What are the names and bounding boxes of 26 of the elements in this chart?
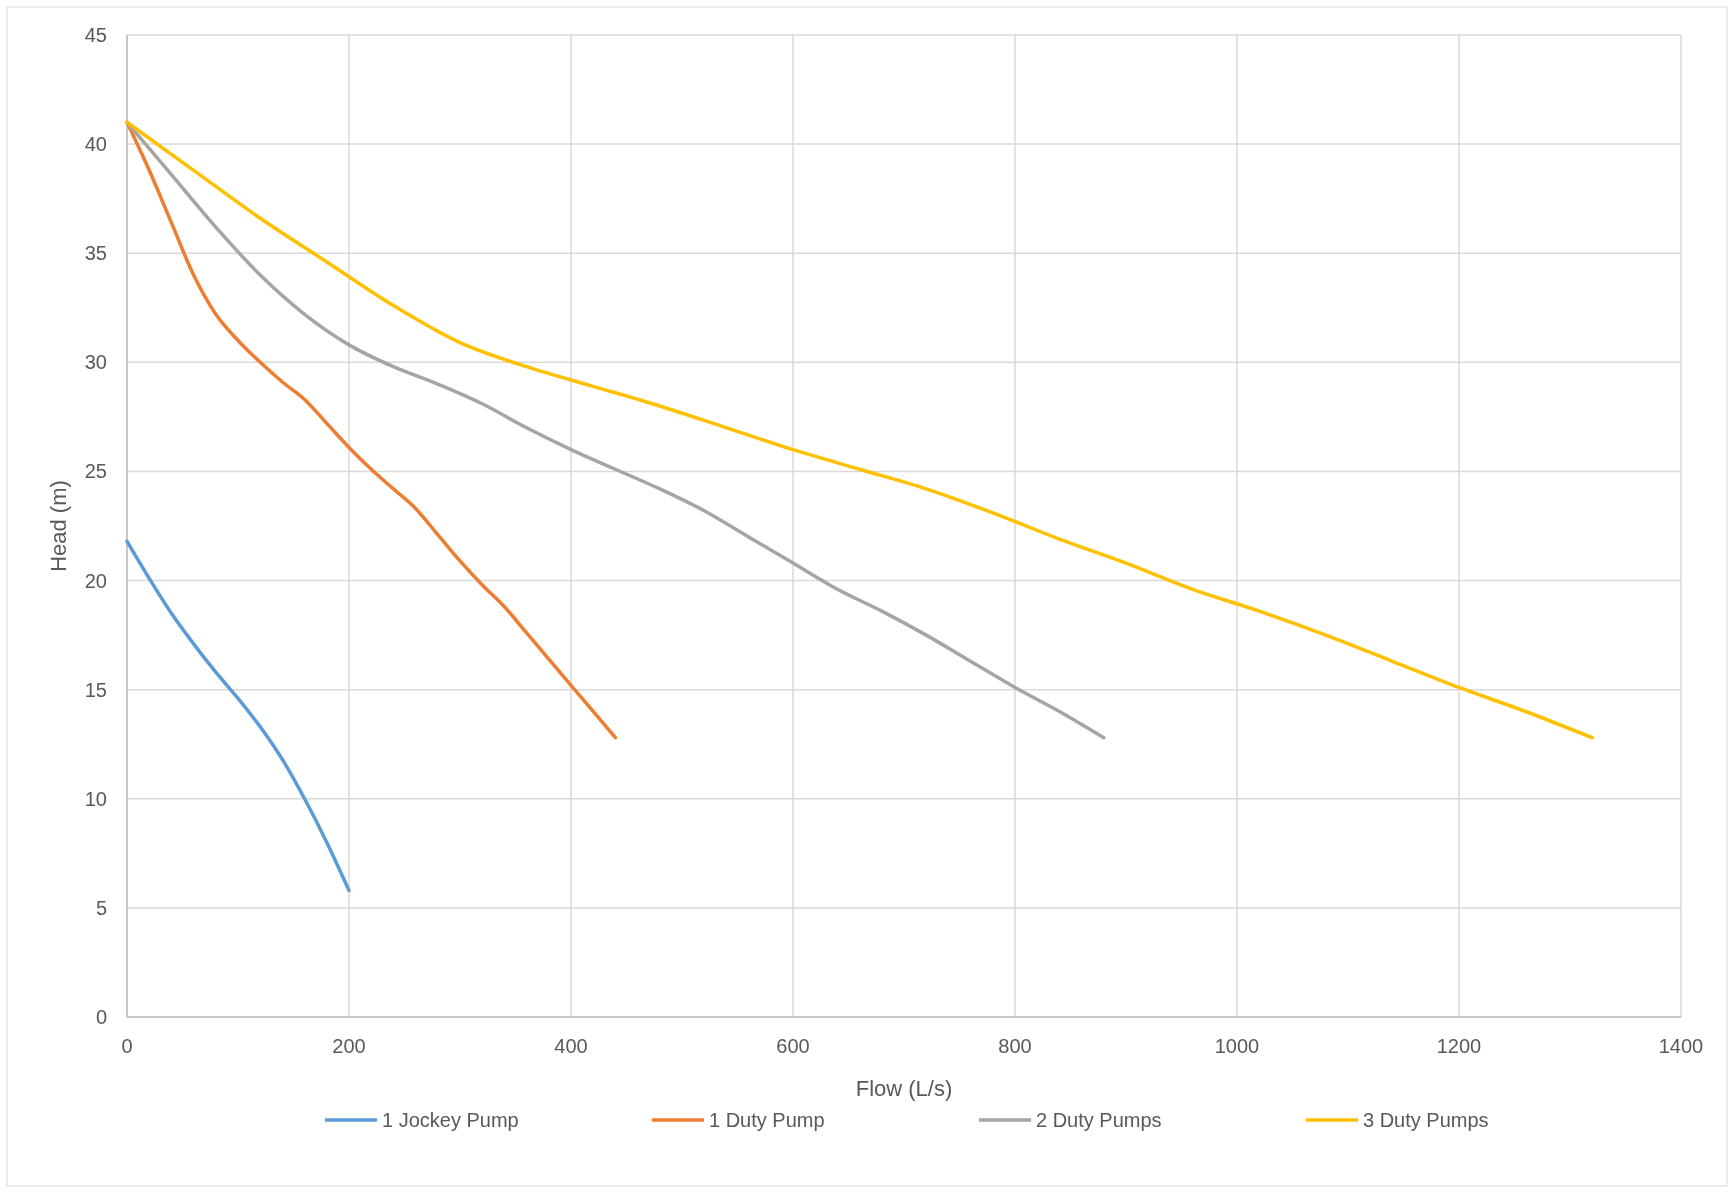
- y-tick-label: 25: [84, 460, 107, 483]
- y-tick-label: 5: [95, 896, 107, 919]
- x-tick-label: 1000: [1214, 1035, 1260, 1057]
- y-tick-label: 30: [84, 351, 107, 374]
- x-tick-label: 0: [121, 1035, 133, 1057]
- x-tick-label: 800: [998, 1035, 1032, 1057]
- y-tick-label: 10: [84, 787, 107, 810]
- y-axis-title: Head (m): [46, 480, 71, 572]
- legend-label: 3 Duty Pumps: [1363, 1109, 1489, 1131]
- legend-label: 2 Duty Pumps: [1036, 1109, 1162, 1131]
- x-axis-title: Flow (L/s): [855, 1076, 953, 1101]
- x-tick-label: 400: [554, 1035, 588, 1057]
- x-tick-label: 600: [776, 1035, 810, 1057]
- x-tick-label: 1400: [1658, 1035, 1704, 1057]
- y-tick-label: 15: [84, 678, 107, 701]
- line-series: [125, 539, 351, 893]
- legend-label: 1 Jockey Pump: [382, 1109, 519, 1131]
- x-tick-label: 1200: [1436, 1035, 1482, 1057]
- legend-label: 1 Duty Pump: [709, 1109, 825, 1131]
- y-tick-label: 20: [84, 569, 107, 592]
- line-series: [125, 120, 1594, 740]
- y-tick-label: 35: [84, 242, 107, 265]
- y-tick-label: 0: [95, 1006, 107, 1028]
- y-tick-label: 45: [84, 24, 107, 46]
- y-tick-label: 40: [84, 133, 107, 156]
- x-tick-label: 200: [332, 1035, 366, 1057]
